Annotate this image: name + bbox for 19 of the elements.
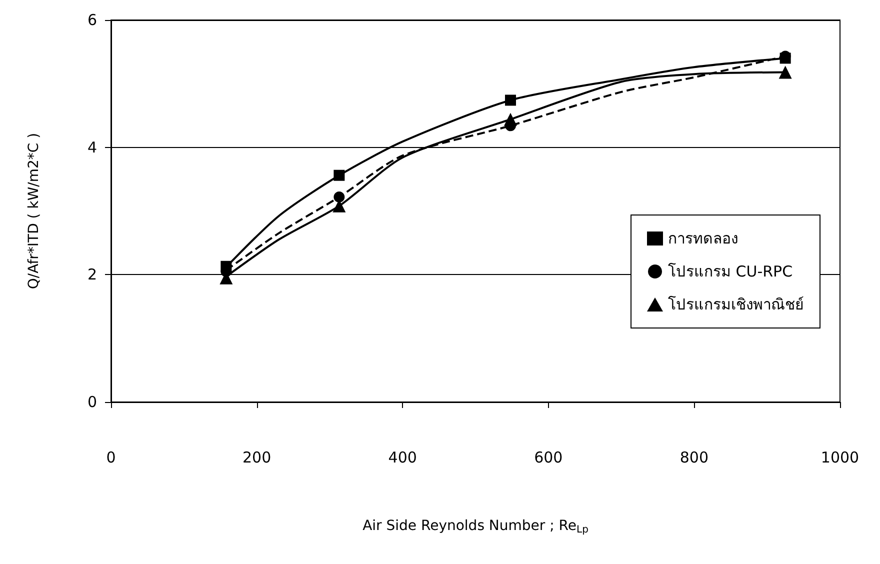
point xyxy=(334,170,345,181)
legend-label: โปรแกรมเชิงพาณิชย์ xyxy=(668,296,804,314)
x-tick-label: 0 xyxy=(106,448,116,466)
y-axis-title: Q/Afr*ITD ( kW/m2*C ) xyxy=(26,132,42,290)
x-tick-label: 200 xyxy=(242,448,272,466)
point xyxy=(778,66,792,79)
point xyxy=(334,191,345,202)
y-tick-label: 4 xyxy=(87,138,97,156)
x-tick-label: 600 xyxy=(534,448,563,466)
point xyxy=(504,112,517,126)
x-tick-label: 400 xyxy=(388,448,417,466)
point xyxy=(504,94,516,106)
y-tick-label: 6 xyxy=(87,11,97,29)
y-tick-label: 2 xyxy=(87,266,97,284)
legend-label: โปรแกรม CU-RPC xyxy=(668,262,793,280)
y-tick-label: 0 xyxy=(87,393,97,411)
x-tick-label: 1000 xyxy=(820,448,860,466)
legend-label: การทดลอง xyxy=(668,230,738,248)
x-tick-label: 800 xyxy=(680,448,709,466)
